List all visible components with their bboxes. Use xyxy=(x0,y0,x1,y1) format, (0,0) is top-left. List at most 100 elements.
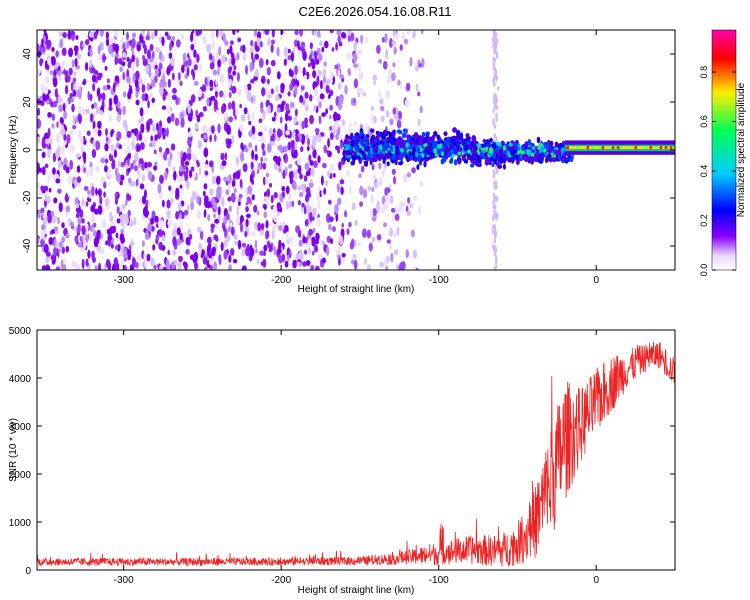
spectrogram-cell xyxy=(62,128,66,135)
spectrogram-cell xyxy=(190,33,194,42)
spectrogram-cell xyxy=(340,186,344,196)
spectrogram-cell xyxy=(261,78,265,84)
spectrogram-cell xyxy=(204,164,209,169)
spectrogram-cell xyxy=(97,44,101,55)
spectrogram-cell xyxy=(57,217,60,225)
spectrogram-cell xyxy=(211,175,217,185)
spectrogram-cell xyxy=(366,264,371,270)
colorbar-tick-label: 0.4 xyxy=(699,165,709,178)
spectrogram-cell xyxy=(401,132,407,139)
spectrogram-cell xyxy=(105,205,111,211)
spectrogram-cell xyxy=(246,90,252,102)
spectrogram-cell xyxy=(245,246,250,257)
spectrogram-cell xyxy=(163,90,168,96)
snr-y-tick-label: 3000 xyxy=(9,422,32,433)
spectrogram-cell xyxy=(179,212,183,220)
spectrogram-cell xyxy=(166,209,171,219)
spectrogram-cell xyxy=(341,119,346,127)
spectrogram-cell xyxy=(328,216,334,222)
spectrogram-cell xyxy=(75,35,79,40)
spectrogram-cell xyxy=(394,213,400,222)
spectrogram-cell xyxy=(284,166,288,176)
spectrogram-cell xyxy=(202,35,207,46)
spectrogram-cell xyxy=(121,51,127,59)
carrier-peak xyxy=(573,146,578,150)
spectrogram-cell xyxy=(228,80,232,88)
spectrogram-cell xyxy=(37,209,41,219)
spectrogram-cell xyxy=(530,158,534,165)
spectrogram-cell xyxy=(265,58,269,66)
spectrogram-cell xyxy=(140,261,144,267)
spectrogram-cell xyxy=(418,63,422,68)
spectrogram-cell xyxy=(299,173,303,180)
spectrogram-cell xyxy=(121,203,127,210)
spectrogram-cell xyxy=(170,113,175,122)
spectrogram-cell xyxy=(412,30,417,38)
spectrogram-cell xyxy=(465,133,470,138)
spectrogram-cell xyxy=(154,134,158,141)
carrier-peak xyxy=(639,146,643,150)
snr-x-ticks: -300 -200 -100 0 xyxy=(114,330,599,586)
spectrogram-cell xyxy=(162,266,167,270)
spectrogram-cell xyxy=(68,47,74,58)
spectrogram-cell xyxy=(157,221,163,229)
carrier-peak xyxy=(646,146,651,150)
spectrogram-cell xyxy=(285,130,291,136)
spectrogram-y-tick-label: 20 xyxy=(22,96,33,108)
spectrogram-cell xyxy=(243,107,248,115)
spectrogram-cell xyxy=(195,30,201,37)
colorbar-label: Normalized spectral amplitude xyxy=(736,82,747,217)
spectrogram-cell xyxy=(128,244,132,251)
spectrogram-cell xyxy=(216,186,222,193)
spectrogram-cell xyxy=(349,147,353,153)
spectrogram-cell xyxy=(405,82,411,92)
spectrogram-cell xyxy=(204,77,208,86)
spectrogram-cell xyxy=(256,210,260,216)
spectrogram-cell xyxy=(374,181,379,189)
spectrogram-cell xyxy=(502,163,506,170)
spectrogram-cell xyxy=(123,254,128,259)
spectrogram-cell xyxy=(103,191,106,198)
spectrogram-cell xyxy=(180,64,185,74)
spectrogram-cell xyxy=(228,196,232,202)
spectrogram-cell xyxy=(279,35,283,41)
spectrogram-cell xyxy=(154,215,159,224)
spectrogram-cell xyxy=(396,33,400,39)
spectrogram-cell xyxy=(162,73,166,84)
spectrogram-cell xyxy=(358,72,363,82)
spectrogram-cell xyxy=(143,252,147,260)
spectrogram-cell xyxy=(154,56,158,66)
spectrogram-cell xyxy=(416,146,421,153)
spectrogram-cell xyxy=(99,109,103,116)
spectrogram-cell xyxy=(370,209,373,218)
spectrogram-cell xyxy=(406,172,412,178)
spectrogram-cell xyxy=(531,149,535,154)
spectrogram-cell xyxy=(158,241,163,251)
spectrogram-cell xyxy=(335,248,341,256)
spectrogram-cell xyxy=(235,156,240,166)
spectrogram-cell xyxy=(187,131,193,138)
spectrogram-cell xyxy=(314,54,318,65)
spectrogram-cell xyxy=(185,179,190,190)
colorbar-ticks: 0.0 0.2 0.4 0.6 0.8 xyxy=(699,66,736,276)
spectrogram-cell xyxy=(64,74,70,83)
spectrogram-cell xyxy=(122,105,126,116)
spectrogram-cell xyxy=(270,194,274,204)
spectrogram-cell xyxy=(108,106,113,111)
spectrogram-cell xyxy=(225,138,229,145)
spectrogram-cell xyxy=(192,254,196,264)
spectrogram-cell xyxy=(143,138,148,143)
spectrogram-cell xyxy=(231,180,236,187)
spectrogram-cell xyxy=(158,228,163,237)
spectrogram-cell xyxy=(384,257,388,268)
spectrogram-cell xyxy=(166,35,172,41)
carrier-peak xyxy=(588,146,593,150)
snr-y-tick-label: 2000 xyxy=(9,470,32,481)
spectrogram-cell xyxy=(322,162,327,169)
spectrogram-cell xyxy=(390,207,396,213)
spectrogram-cell xyxy=(469,163,475,168)
spectrogram-cell xyxy=(147,222,152,232)
spectrogram-cell xyxy=(204,266,208,270)
carrier-peak xyxy=(649,146,653,150)
spectrogram-cell xyxy=(221,54,226,64)
